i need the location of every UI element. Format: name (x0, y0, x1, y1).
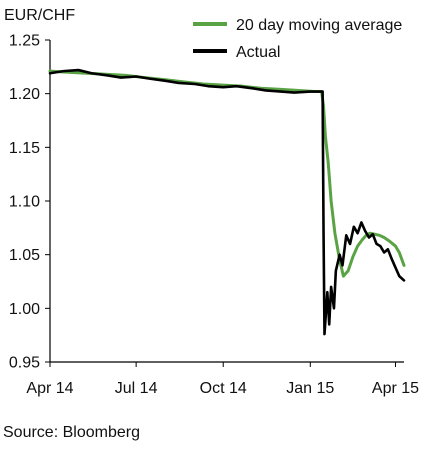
x-tick-label: Jan 15 (286, 380, 334, 397)
y-axis-label: EUR/CHF (4, 7, 75, 24)
x-tick-label: Oct 14 (200, 380, 247, 397)
y-tick-label: 1.15 (9, 140, 40, 157)
y-tick-label: 1.25 (9, 33, 40, 50)
y-tick-label: 1.00 (9, 301, 40, 318)
x-axis-ticks: Apr 14 Jul 14 Oct 14 Jan 15 Apr 15 (26, 362, 419, 397)
legend-label-actual: Actual (236, 44, 280, 61)
legend-label-moving-average: 20 day moving average (236, 17, 402, 34)
legend: 20 day moving average Actual (193, 17, 402, 61)
y-axis-ticks: 1.25 1.20 1.15 1.10 1.05 1.00 0.95 (9, 33, 50, 372)
x-tick-label: Apr 15 (372, 380, 419, 397)
y-tick-label: 0.95 (9, 355, 40, 372)
series-line-actual (48, 68, 406, 336)
x-tick-label: Jul 14 (115, 380, 158, 397)
y-tick-label: 1.20 (9, 86, 40, 103)
series-layer (48, 68, 406, 336)
y-tick-label: 1.05 (9, 247, 40, 264)
x-tick-label: Apr 14 (26, 380, 73, 397)
source-note: Source: Bloomberg (3, 424, 140, 441)
series-line-moving-average (48, 69, 406, 278)
y-tick-label: 1.10 (9, 194, 40, 211)
